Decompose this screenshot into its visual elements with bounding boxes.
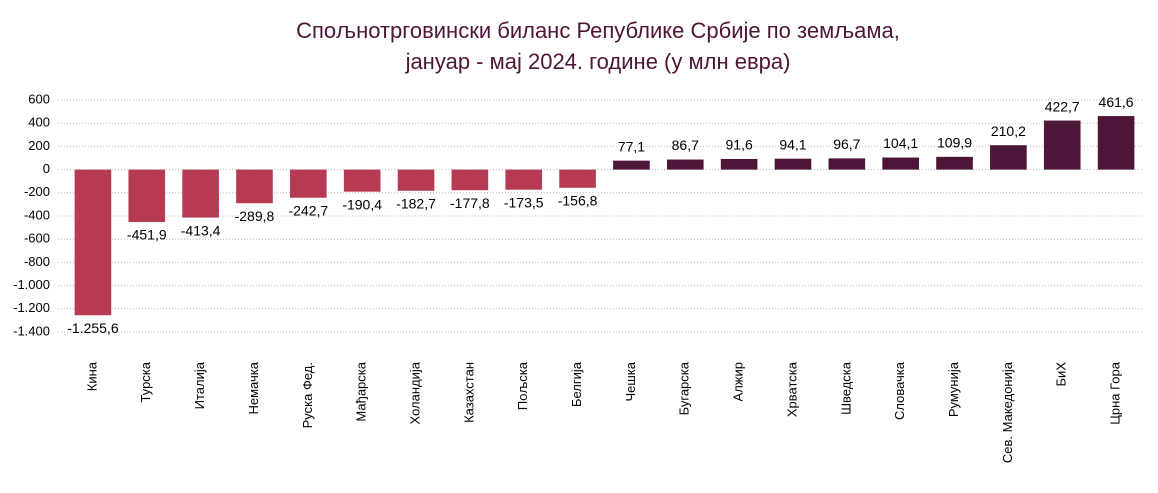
x-tick-label: Црна Гора xyxy=(1108,361,1123,424)
bar xyxy=(74,169,112,316)
value-label: 77,1 xyxy=(618,138,645,154)
value-label: 422,7 xyxy=(1045,98,1080,114)
y-tick-label: -200 xyxy=(24,184,50,199)
bar xyxy=(559,169,596,188)
bar xyxy=(182,169,219,218)
value-label: 94,1 xyxy=(779,136,806,152)
value-label: -451,9 xyxy=(127,227,167,243)
y-tick-label: 400 xyxy=(28,115,50,130)
x-tick-label: Холандија xyxy=(407,361,422,424)
bar xyxy=(720,158,758,170)
bar xyxy=(882,157,919,170)
value-label: -413,4 xyxy=(181,222,221,238)
bar xyxy=(936,156,973,170)
y-tick-label: 200 xyxy=(28,138,50,153)
bar xyxy=(1043,120,1081,170)
bar xyxy=(505,169,543,190)
chart-title: јануар - мај 2024. године (у млн евра) xyxy=(405,49,791,74)
x-tick-label: Казахстан xyxy=(461,362,476,423)
value-label: 461,6 xyxy=(1099,94,1134,110)
value-label: -173,5 xyxy=(504,194,544,210)
bar xyxy=(290,169,327,198)
chart-title: Спољнотрговински биланс Републике Србије… xyxy=(296,18,900,43)
bar xyxy=(451,169,489,191)
x-tick-label: Руска Фед. xyxy=(300,362,315,428)
bar xyxy=(666,159,704,170)
x-tick-label: Словачка xyxy=(892,361,907,420)
value-label: -289,8 xyxy=(235,208,275,224)
y-tick-label: -1.400 xyxy=(13,323,50,338)
y-tick-label: -1.200 xyxy=(13,300,50,315)
x-tick-label: Хрватска xyxy=(784,361,799,417)
bar xyxy=(1097,116,1135,170)
bar xyxy=(236,169,273,204)
y-tick-label: 0 xyxy=(43,161,50,176)
x-tick-label: Пољска xyxy=(515,361,530,410)
x-tick-label: Алжир xyxy=(731,362,746,401)
value-label: -242,7 xyxy=(288,202,328,218)
x-tick-label: Турска xyxy=(138,361,153,402)
value-label: 86,7 xyxy=(672,137,699,153)
value-label: 210,2 xyxy=(991,123,1026,139)
value-label: 104,1 xyxy=(883,135,918,151)
x-tick-label: Италија xyxy=(192,361,207,409)
value-label: -190,4 xyxy=(342,196,382,212)
x-tick-label: Сев. Македонија xyxy=(1000,361,1015,463)
value-label: -1.255,6 xyxy=(67,320,119,336)
bar xyxy=(613,160,650,170)
y-tick-label: -600 xyxy=(24,231,50,246)
value-label: -182,7 xyxy=(396,195,436,211)
value-label: -156,8 xyxy=(558,192,598,208)
y-tick-label: -400 xyxy=(24,207,50,222)
x-tick-label: Мађарска xyxy=(354,361,369,421)
x-tick-label: БиХ xyxy=(1054,362,1069,387)
bar xyxy=(343,169,381,192)
y-tick-label: -800 xyxy=(24,254,50,269)
x-tick-label: Белгија xyxy=(569,361,584,407)
x-tick-label: Румунија xyxy=(946,361,961,417)
bar xyxy=(397,169,435,191)
bar xyxy=(990,145,1027,170)
x-tick-label: Шведска xyxy=(838,361,853,415)
x-tick-label: Чешка xyxy=(623,361,638,401)
bar xyxy=(774,158,812,170)
bar xyxy=(128,169,166,223)
bar xyxy=(828,158,866,170)
y-tick-label: -1.000 xyxy=(13,277,50,292)
x-tick-label: Кина xyxy=(84,361,99,391)
x-tick-label: Бугарска xyxy=(677,361,692,415)
value-label: 109,9 xyxy=(937,135,972,151)
value-label: -177,8 xyxy=(450,195,490,211)
value-label: 96,7 xyxy=(833,136,860,152)
value-label: 91,6 xyxy=(726,137,753,153)
x-tick-label: Немачка xyxy=(246,361,261,414)
y-tick-label: 600 xyxy=(28,91,50,106)
